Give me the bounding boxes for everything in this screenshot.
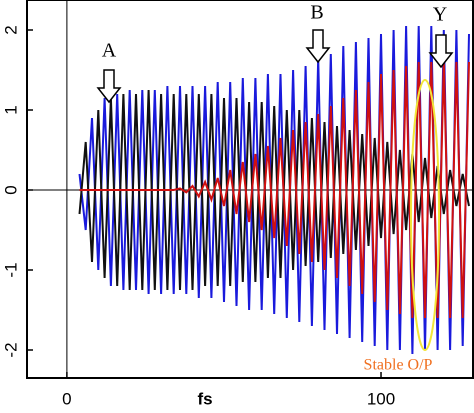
y-tick-label: -2 [1, 342, 20, 357]
arrow [305, 29, 331, 64]
annotation: B [310, 2, 323, 24]
annotation: A [102, 40, 117, 62]
series-line [79, 61, 470, 319]
arrow [428, 34, 454, 69]
y-tick-label: 0 [1, 185, 20, 194]
annotation: Y [433, 4, 447, 26]
highlight-ellipse [410, 79, 440, 351]
x-tick-label: 0 [62, 389, 71, 408]
y-tick-label: 2 [1, 25, 20, 34]
x-tick-label: 100 [367, 389, 395, 408]
plot-frame [26, 0, 474, 379]
y-tick-label: -1 [1, 262, 20, 277]
arrow [96, 69, 122, 104]
x-axis-label: fs [197, 389, 212, 408]
annotation: Stable O/P [364, 357, 433, 374]
series-line [78, 89, 470, 291]
y-tick-label: 1 [1, 105, 20, 114]
